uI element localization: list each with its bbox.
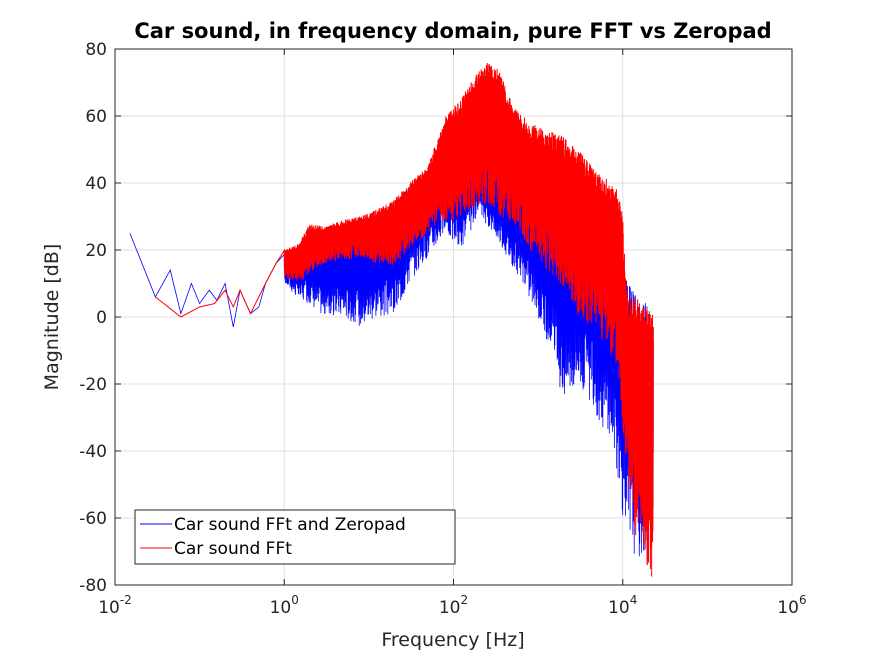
tick-marks [114, 48, 793, 586]
y-tick-label: 20 [85, 241, 107, 261]
y-tick-labels: -80 -60 -40 -20 0 20 40 60 80 [79, 40, 107, 596]
x-axis-label: Frequency [Hz] [381, 629, 524, 651]
y-tick-label: -20 [79, 375, 107, 395]
legend: Car sound FFt and Zeropad Car sound FFt [134, 509, 456, 565]
legend-box [134, 509, 456, 565]
y-tick-label: -40 [79, 442, 107, 462]
x-tick-label: 106 [777, 593, 806, 618]
x-tick-label: 104 [608, 593, 637, 618]
y-tick-label: -60 [79, 509, 107, 529]
chart-title: Car sound, in frequency domain, pure FFT… [134, 19, 771, 43]
x-tick-label: 10-2 [98, 593, 132, 618]
y-tick-label: -80 [79, 576, 107, 596]
x-tick-label: 102 [439, 593, 468, 618]
series-layer [129, 62, 654, 577]
legend-label-zeropad: Car sound FFt and Zeropad [174, 515, 406, 535]
legend-label-fft: Car sound FFt [174, 539, 292, 559]
y-axis-label: Magnitude [dB] [41, 244, 63, 391]
series-line-fft [155, 62, 654, 577]
y-tick-label: 40 [85, 174, 107, 194]
y-tick-label: 0 [96, 308, 107, 328]
y-tick-label: 60 [85, 107, 107, 127]
x-tick-label: 100 [270, 593, 299, 618]
x-tick-labels: 10-2 100 102 104 106 [98, 593, 806, 618]
y-tick-label: 80 [85, 40, 107, 60]
